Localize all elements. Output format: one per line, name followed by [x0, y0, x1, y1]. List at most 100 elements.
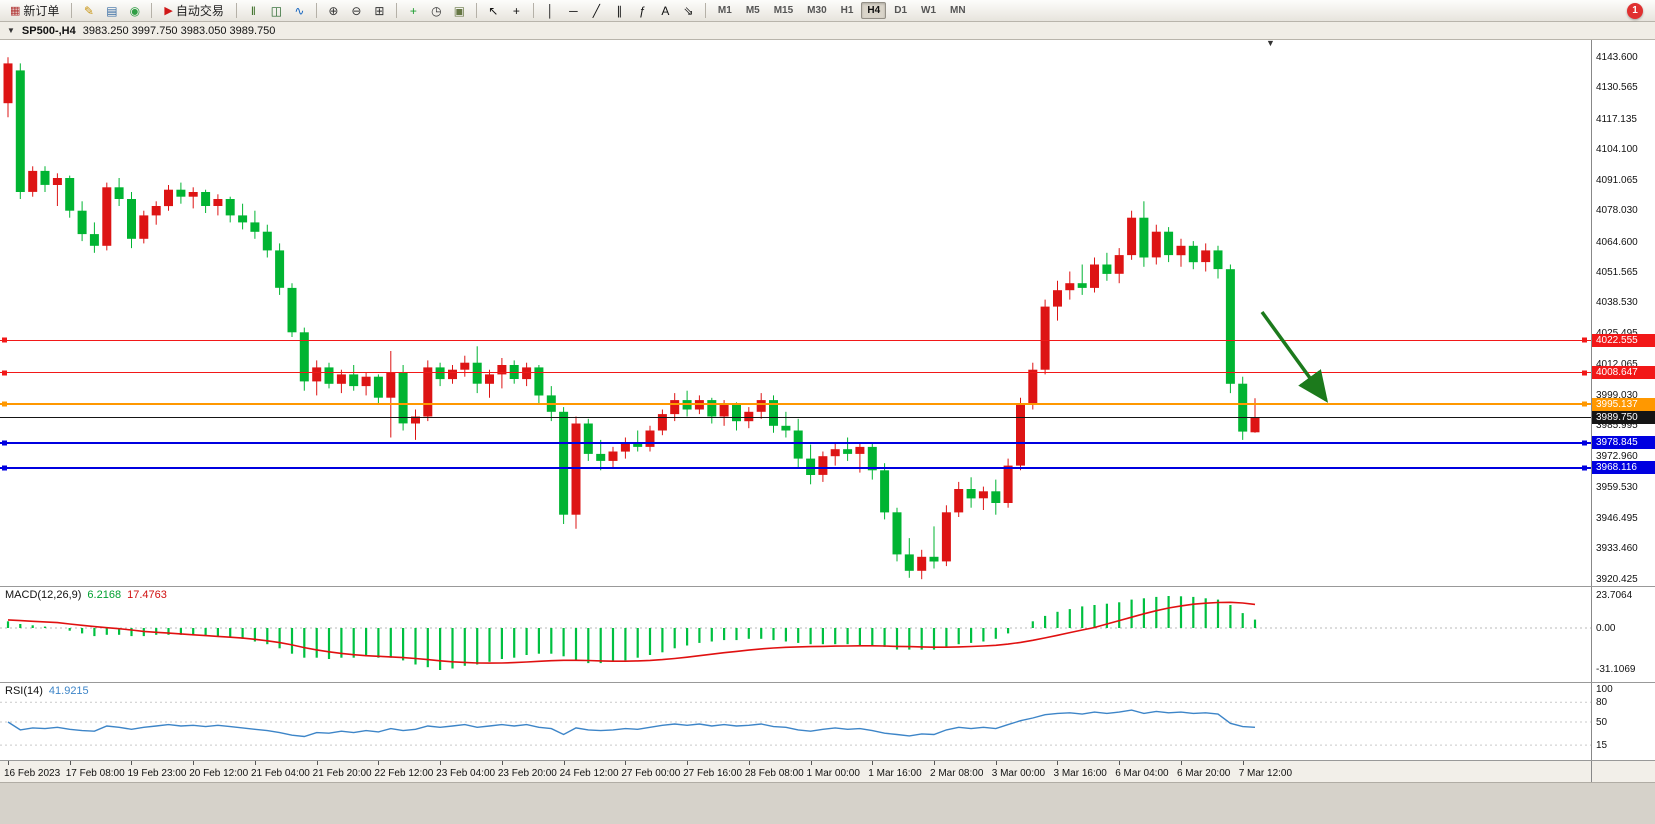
candlestick-svg[interactable]: [0, 40, 1591, 586]
rsi-line-svg[interactable]: [0, 683, 1591, 760]
time-tick: [872, 761, 874, 765]
time-tick: [69, 761, 71, 765]
hline-4008.647[interactable]: [0, 370, 1591, 376]
alerts-icon[interactable]: ◉: [129, 3, 141, 18]
autotrading-button[interactable]: ▶ 自动交易: [158, 0, 229, 21]
price-tick: 4078.030: [1596, 205, 1638, 217]
price-tick: 4025.495: [1596, 328, 1638, 339]
time-axis[interactable]: 16 Feb 2023 17 Feb 08:00 19 Feb 23:00 20 Fe…: [0, 760, 1655, 782]
time-tick: [193, 761, 195, 765]
time-label: 2 Mar 08:00: [930, 768, 984, 779]
time-tick: [1119, 761, 1121, 765]
chart-dropdown-icon[interactable]: ▼: [7, 26, 15, 35]
toolbar: ▦ 新订单 ✎ ▤ ◉ ▶ 自动交易 ǁ ◫ ∿ ⊕ ⊖ ⊞ + ◷ ▣ ↖ + │ ─ ╱ ∥ ƒ A ⇘ M1 M5 M15 M30…: [0, 0, 1655, 22]
channel-icon[interactable]: ∥: [616, 3, 623, 18]
rsi-value: 41.9215: [48, 685, 89, 697]
time-label: 23 Feb 20:00: [497, 768, 557, 779]
time-label: 22 Feb 12:00: [374, 768, 434, 779]
vertical-line-icon[interactable]: │: [546, 3, 555, 18]
price-tick: 4091.065: [1596, 174, 1638, 186]
text-icon[interactable]: A: [661, 3, 670, 18]
price-tick: 3999.030: [1596, 389, 1638, 401]
time-axis-corner: [1591, 761, 1655, 782]
fibonacci-icon[interactable]: ƒ: [639, 3, 646, 18]
timeframe-button-w1[interactable]: W1: [921, 5, 937, 16]
toolbar-separator: [704, 3, 706, 18]
chart-title-bar: ▼ SP500-,H4 3983.250 3997.750 3983.050 3…: [0, 22, 1655, 40]
hline-3968.116[interactable]: [0, 465, 1591, 471]
time-label: 3 Mar 00:00: [991, 768, 1046, 779]
notifications-badge[interactable]: 1: [1627, 3, 1643, 19]
timeframe-button-h1[interactable]: H1: [840, 5, 854, 16]
zoom-in-icon[interactable]: ⊕: [328, 3, 339, 18]
time-label: 24 Feb 12:00: [559, 768, 619, 779]
chart-ohlc-values: 3983.250 3997.750 3983.050 3989.750: [82, 24, 276, 37]
price-label-3989.750: 3989.750: [1592, 410, 1655, 424]
price-tick: 3946.495: [1596, 512, 1638, 524]
new-order-button-label: 新订单: [23, 4, 60, 18]
time-tick: [501, 761, 503, 765]
bar-chart-icon[interactable]: ǁ: [250, 3, 256, 18]
hline-4022.555[interactable]: [0, 337, 1591, 343]
macd-main-value: 6.2168: [87, 589, 122, 601]
macd-histogram-svg[interactable]: [0, 587, 1591, 682]
time-tick: [563, 761, 565, 765]
timeframe-button-m1[interactable]: M1: [717, 5, 732, 16]
autotrading-button-label: 自动交易: [175, 4, 224, 18]
timeframe-button-h4[interactable]: H4: [861, 2, 887, 19]
periods-icon[interactable]: ◷: [431, 3, 442, 18]
hline-3989.750[interactable]: [0, 416, 1591, 418]
price-label-4022.555: 4022.555: [1592, 333, 1655, 347]
rsi-axis-tick: 50: [1596, 716, 1608, 728]
toolbar-separator: [475, 3, 477, 18]
zoom-out-icon[interactable]: ⊖: [351, 3, 362, 18]
price-tick: 4051.565: [1596, 267, 1638, 278]
arrows-icon[interactable]: ⇘: [683, 3, 694, 18]
time-tick: [440, 761, 442, 765]
metaeditor-icon[interactable]: ✎: [83, 3, 94, 18]
timeframe-button-m5[interactable]: M5: [745, 5, 760, 16]
templates-icon[interactable]: ▣: [453, 3, 466, 18]
price-label-3995.137: 3995.137: [1592, 397, 1655, 411]
macd-signal-value: 17.4763: [127, 589, 167, 601]
cursor-icon[interactable]: ↖: [488, 3, 499, 18]
candlestick-chart-icon[interactable]: ◫: [270, 3, 283, 18]
time-label: 7 Mar 12:00: [1238, 768, 1293, 779]
print-icon[interactable]: ▤: [106, 3, 118, 18]
price-chart-plot[interactable]: ▼: [0, 40, 1591, 586]
rsi-axis-tick: 15: [1596, 739, 1608, 751]
time-tick: [748, 761, 750, 765]
macd-indicator-label: MACD(12,26,9) 6.2168 17.4763: [5, 589, 167, 601]
rsi-axis-tick: 100: [1596, 683, 1613, 695]
timeframe-button-mn[interactable]: MN: [950, 5, 966, 16]
toolbar-separator: [315, 3, 317, 18]
timeframe-button-m30[interactable]: M30: [807, 5, 827, 16]
hline-3995.137[interactable]: [0, 401, 1591, 407]
time-tick: [1057, 761, 1059, 765]
main-chart-panel: ▼ 4022.555 4008.647 3995.137 3989.750 3978.8…: [0, 40, 1655, 586]
price-tick: 4012.065: [1596, 359, 1638, 371]
horizontal-line-icon[interactable]: ─: [569, 3, 578, 18]
time-tick: [1180, 761, 1182, 765]
rsi-plot[interactable]: RSI(14) 41.9215: [0, 683, 1591, 760]
macd-plot[interactable]: MACD(12,26,9) 6.2168 17.4763: [0, 587, 1591, 682]
price-tick: 4064.600: [1596, 236, 1638, 248]
toolbar-separator: [71, 3, 73, 18]
chart-scroll-marker-icon: ▼: [1266, 40, 1275, 48]
trendline-icon[interactable]: ╱: [592, 3, 601, 18]
toolbar-items: ▦ 新订单 ✎ ▤ ◉ ▶ 自动交易 ǁ ◫ ∿ ⊕ ⊖ ⊞ + ◷ ▣ ↖ + │ ─ ╱ ∥ ƒ A ⇘ M1 M5 M15 M30…: [4, 0, 972, 21]
rsi-axis-tick: 80: [1596, 696, 1608, 708]
line-chart-icon[interactable]: ∿: [294, 3, 305, 18]
price-tick: 4104.100: [1596, 144, 1638, 156]
tile-windows-icon[interactable]: ⊞: [374, 3, 385, 18]
price-tick: 4117.135: [1596, 113, 1637, 125]
hline-3978.845[interactable]: [0, 440, 1591, 446]
timeframe-button-d1[interactable]: D1: [894, 5, 908, 16]
price-axis[interactable]: 4022.555 4008.647 3995.137 3989.750 3978.845…: [1591, 40, 1655, 586]
new-order-button[interactable]: ▦ 新订单: [4, 0, 65, 21]
timeframe-button-m15[interactable]: M15: [773, 5, 794, 16]
indicators-icon[interactable]: +: [409, 3, 417, 18]
time-tick: [378, 761, 380, 765]
crosshair-icon[interactable]: +: [512, 3, 520, 18]
